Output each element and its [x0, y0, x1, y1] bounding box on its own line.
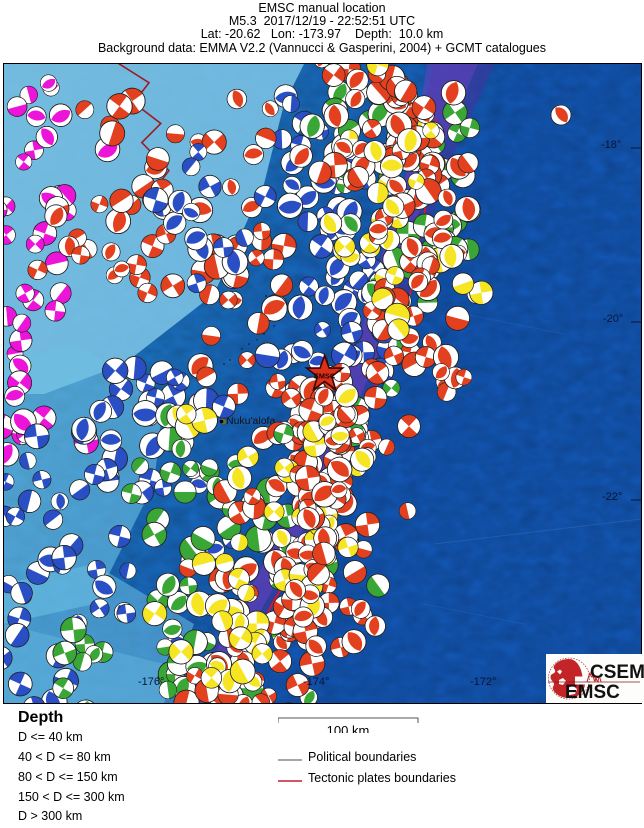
- svg-text:100 km: 100 km: [327, 723, 370, 733]
- svg-text:EMSC: EMSC: [565, 682, 620, 703]
